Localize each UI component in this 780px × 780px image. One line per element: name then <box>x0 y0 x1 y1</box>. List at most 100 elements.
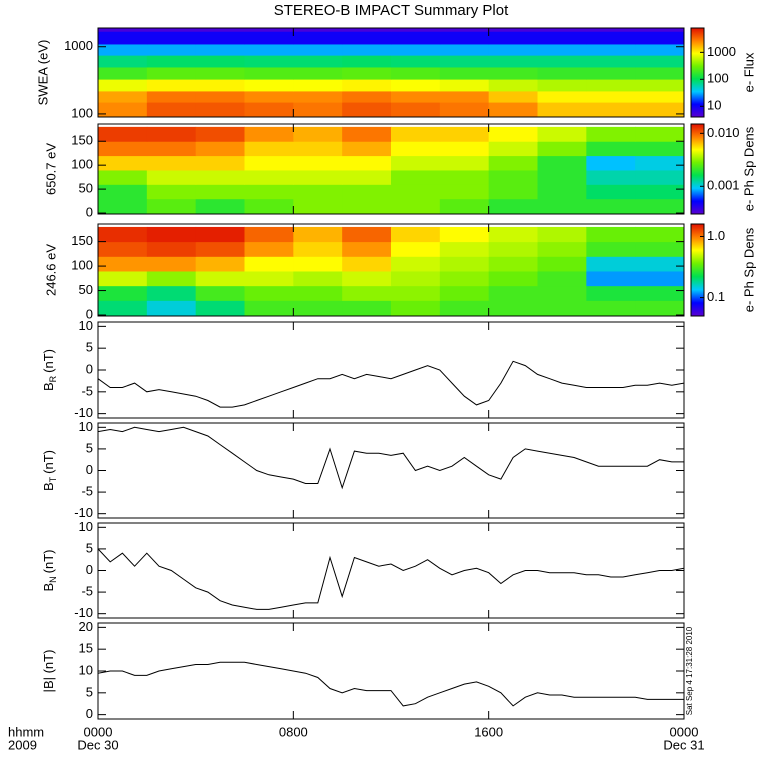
colorbar-tick-label: 1.0 <box>707 228 725 243</box>
heatmap-cell <box>293 126 343 142</box>
heatmap-cell <box>195 55 245 68</box>
heatmap-cell <box>586 66 636 80</box>
y-tick-label: 5 <box>86 440 93 455</box>
heatmap-cell <box>293 169 343 185</box>
y-tick-label: -10 <box>74 505 93 520</box>
y-label-subscript: R <box>48 375 58 382</box>
heatmap-cell <box>439 300 490 316</box>
heatmap-cell <box>195 155 245 171</box>
heatmap-cell <box>146 79 197 92</box>
heatmap-cell <box>391 285 441 301</box>
panel-body <box>98 426 684 490</box>
heatmap-cell <box>439 141 490 157</box>
colorbar-tick-label: 100 <box>707 71 729 86</box>
heatmap-cell <box>488 155 538 171</box>
y-label-main: B <box>41 382 56 391</box>
heatmap-cell <box>439 256 490 272</box>
date-label: Dec 31 <box>663 737 704 752</box>
y-label-main: B <box>41 583 56 592</box>
heatmap-cell <box>293 55 343 68</box>
y-axis-label: BT (nT) <box>41 450 58 491</box>
heatmap-cell <box>537 28 587 32</box>
heatmap-cell <box>293 43 343 56</box>
heatmap-cell <box>537 241 587 257</box>
y-tick-label: 5 <box>86 540 93 555</box>
heatmap-cell <box>586 28 636 32</box>
heatmap-cell <box>98 126 148 142</box>
heatmap-cell <box>98 90 148 103</box>
heatmap-cell <box>195 241 245 257</box>
panel: |B| (nT) 0 5 10 15 20 <box>41 619 685 721</box>
heatmap-cell <box>98 79 148 92</box>
heatmap-cell <box>586 184 636 200</box>
heatmap-cell <box>293 285 343 301</box>
heatmap-cell <box>244 55 294 68</box>
panel: 10 100 1000 e- Flux SWEA (eV) 100 1000 <box>35 27 756 120</box>
y-tick-label: 10 <box>79 662 93 677</box>
panel-frame <box>97 522 685 619</box>
heatmap-cell <box>293 226 343 243</box>
heatmap-cell <box>342 90 392 103</box>
heatmap-cell <box>586 102 636 117</box>
heatmap-cell <box>391 241 441 257</box>
y-tick-label: -5 <box>81 484 93 499</box>
heatmap-cell <box>391 141 441 157</box>
heatmap-cell <box>342 300 392 316</box>
panel-body <box>98 661 684 707</box>
heatmap-cell <box>342 226 392 243</box>
y-tick-label: 5 <box>86 340 93 355</box>
colorbar-tick-label: 1000 <box>707 44 736 59</box>
y-label-unit: (nT) <box>41 349 56 373</box>
heatmap-cell <box>293 79 343 92</box>
plot-title: STEREO-B IMPACT Summary Plot <box>274 2 509 19</box>
timestamp: Sat Sep 4 17:31:28 2010 <box>685 626 694 715</box>
heatmap-cell <box>244 184 294 200</box>
heatmap-cell <box>488 285 538 301</box>
colorbar-tick-label: 0.1 <box>707 289 725 304</box>
y-axis-label: BN (nT) <box>41 549 58 591</box>
heatmap-cell <box>195 141 245 157</box>
heatmap-cell <box>244 285 294 301</box>
heatmap-cell <box>635 79 684 92</box>
y-tick-label: 10 <box>79 519 93 534</box>
heatmap-cell <box>391 226 441 243</box>
colorbar <box>690 27 705 118</box>
heatmap-cell <box>537 43 587 56</box>
heatmap-cell <box>391 102 441 117</box>
y-tick-label: 50 <box>79 282 93 297</box>
y-tick-label: 5 <box>86 684 93 699</box>
heatmap-cell <box>488 270 538 287</box>
heatmap-cell <box>537 126 587 142</box>
heatmap-cell <box>244 300 294 316</box>
heatmap-cell <box>635 241 684 257</box>
colorbar-label: e- Ph Sp Dens <box>741 126 756 211</box>
heatmap-cell <box>537 270 587 287</box>
heatmap-cell <box>244 31 294 45</box>
heatmap-cell <box>391 79 441 92</box>
heatmap-cell <box>488 184 538 200</box>
heatmap-cell <box>488 66 538 80</box>
heatmap-cell <box>98 241 148 257</box>
heatmap-cell <box>635 169 684 185</box>
heatmap-cell <box>537 169 587 185</box>
heatmap-cell <box>195 226 245 243</box>
heatmap-cell <box>342 79 392 92</box>
heatmap-cell <box>244 126 294 142</box>
heatmap-cell <box>635 31 684 45</box>
heatmap-cell <box>195 198 245 214</box>
heatmap-cell <box>586 43 636 56</box>
heatmap-cell <box>195 79 245 92</box>
heatmap-cell <box>391 198 441 214</box>
panel-frame <box>97 27 685 118</box>
heatmap-cell <box>488 90 538 103</box>
y-tick-label: 100 <box>71 258 93 273</box>
heatmap-cell <box>195 285 245 301</box>
heatmap-cell <box>391 184 441 200</box>
heatmap-cell <box>537 256 587 272</box>
heatmap-cell <box>244 141 294 157</box>
data-line <box>98 548 684 610</box>
heatmap-cell <box>537 102 587 117</box>
heatmap-cell <box>98 28 148 32</box>
y-tick-label: 150 <box>71 133 93 148</box>
heatmap-cell <box>98 270 148 287</box>
